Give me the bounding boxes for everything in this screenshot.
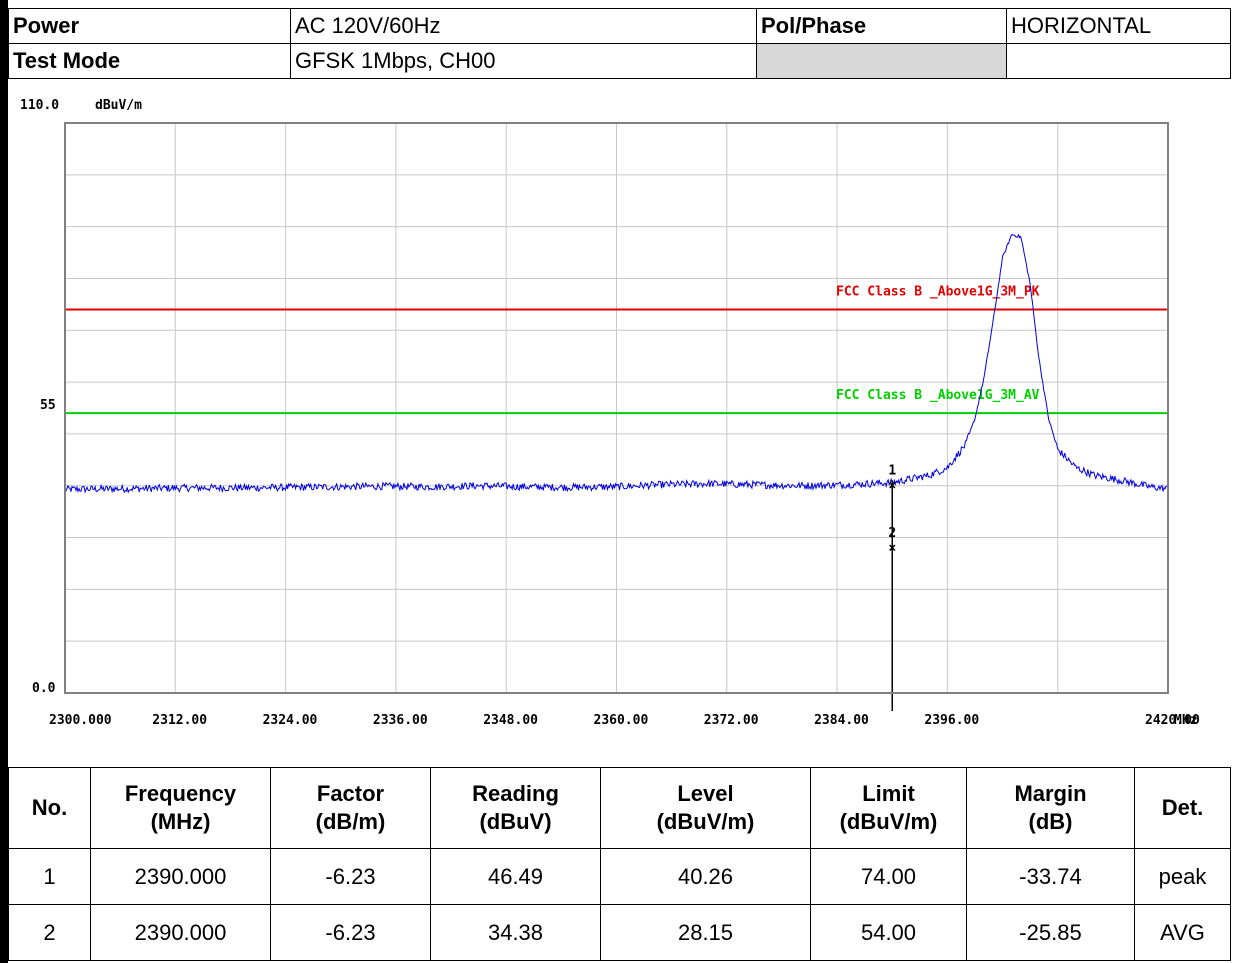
power-label: Power xyxy=(8,8,291,44)
y-tick-label: 55 xyxy=(40,398,56,413)
table-cell: -33.74 xyxy=(966,848,1135,905)
tick-labels: 110.0 55 0.0 dBuV/m 2300.000 2312.00 2324.00 23… xyxy=(20,98,1200,728)
x-tick-label: 2384.00 xyxy=(814,713,869,728)
column-header: Factor (dB/m) xyxy=(270,767,431,849)
table-row: 1 2390.000 -6.23 46.49 40.26 74.00 -33.74 peak xyxy=(8,848,1231,905)
results-header-row: No. Frequency (MHz) Factor (dB/m) Reading (dBu… xyxy=(8,767,1231,849)
x-tick-label: 2300.000 xyxy=(49,713,112,728)
column-header: Frequency (MHz) xyxy=(90,767,271,849)
x-tick-label: 2396.00 xyxy=(924,713,979,728)
grid xyxy=(65,123,1168,693)
table-cell: peak xyxy=(1134,848,1231,905)
column-header: Det. xyxy=(1134,767,1231,849)
column-header: Limit (dBuV/m) xyxy=(810,767,967,849)
table-cell: 2 xyxy=(8,904,91,961)
table-cell: -25.85 xyxy=(966,904,1135,961)
table-cell: 28.15 xyxy=(600,904,811,961)
limit-lines: FCC Class B _Above1G_3M_PK FCC Class B _A… xyxy=(65,285,1168,415)
results-body: 1 2390.000 -6.23 46.49 40.26 74.00 -33.74 peak 2… xyxy=(8,848,1231,961)
table-cell: -6.23 xyxy=(270,904,431,961)
spectrum-chart-svg: FCC Class B _Above1G_3M_PK FCC Class B _A… xyxy=(20,98,1200,728)
y-tick-label: 0.0 xyxy=(32,681,56,696)
plot-frame xyxy=(64,122,1169,694)
table-cell: -6.23 xyxy=(270,848,431,905)
table-cell: 34.38 xyxy=(430,904,601,961)
trace-layer xyxy=(64,233,1169,494)
power-value: AC 120V/60Hz xyxy=(290,8,757,44)
pol-phase-label: Pol/Phase xyxy=(756,8,1007,44)
column-header: Reading (dBuV) xyxy=(430,767,601,849)
test-info-table: Power AC 120V/60Hz Pol/Phase HORIZONTAL … xyxy=(8,8,1231,79)
y-axis-unit: dBuV/m xyxy=(95,98,142,113)
test-mode-row: Test Mode GFSK 1Mbps, CH00 xyxy=(8,43,1231,79)
marker-1-x: × xyxy=(888,478,896,493)
empty-cell xyxy=(1006,43,1231,79)
empty-cell-shaded xyxy=(756,43,1007,79)
test-mode-value: GFSK 1Mbps, CH00 xyxy=(290,43,757,79)
x-axis-unit: MHz xyxy=(1174,713,1197,728)
table-cell: 2390.000 xyxy=(90,904,271,961)
column-header: Level (dBuV/m) xyxy=(600,767,811,849)
table-cell: 54.00 xyxy=(810,904,967,961)
column-header: Margin (dB) xyxy=(966,767,1135,849)
marker-2-x: × xyxy=(888,541,896,556)
x-tick-label: 2312.00 xyxy=(152,713,207,728)
table-cell: 46.49 xyxy=(430,848,601,905)
power-row: Power AC 120V/60Hz Pol/Phase HORIZONTAL xyxy=(8,8,1231,44)
column-header: No. xyxy=(8,767,91,849)
x-tick-label: 2372.00 xyxy=(704,713,759,728)
marker-1-label: 1 xyxy=(888,463,896,478)
x-tick-label: 2324.00 xyxy=(263,713,318,728)
table-cell: 2390.000 xyxy=(90,848,271,905)
y-tick-label: 110.0 xyxy=(20,98,59,113)
x-tick-label: 2360.00 xyxy=(594,713,649,728)
table-cell: 40.26 xyxy=(600,848,811,905)
table-cell: 74.00 xyxy=(810,848,967,905)
markers: ×1×2 xyxy=(888,463,896,711)
x-tick-label: 2420.00 xyxy=(1145,713,1200,728)
x-tick-label: 2336.00 xyxy=(373,713,428,728)
results-table: No. Frequency (MHz) Factor (dB/m) Reading (dBu… xyxy=(8,767,1231,961)
limit-label-average: FCC Class B _Above1G_3M_AV xyxy=(836,388,1040,403)
page-left-border xyxy=(0,0,8,963)
table-cell: AVG xyxy=(1134,904,1231,961)
test-mode-label: Test Mode xyxy=(8,43,291,79)
x-tick-label: 2348.00 xyxy=(483,713,538,728)
marker-2-label: 2 xyxy=(888,526,896,541)
spectrum-chart: FCC Class B _Above1G_3M_PK FCC Class B _A… xyxy=(8,90,1230,758)
table-row: 2 2390.000 -6.23 34.38 28.15 54.00 -25.85 AVG xyxy=(8,904,1231,961)
limit-label-peak: FCC Class B _Above1G_3M_PK xyxy=(836,285,1040,300)
pol-phase-value: HORIZONTAL xyxy=(1006,8,1231,44)
spectrum-trace xyxy=(64,233,1169,494)
table-cell: 1 xyxy=(8,848,91,905)
